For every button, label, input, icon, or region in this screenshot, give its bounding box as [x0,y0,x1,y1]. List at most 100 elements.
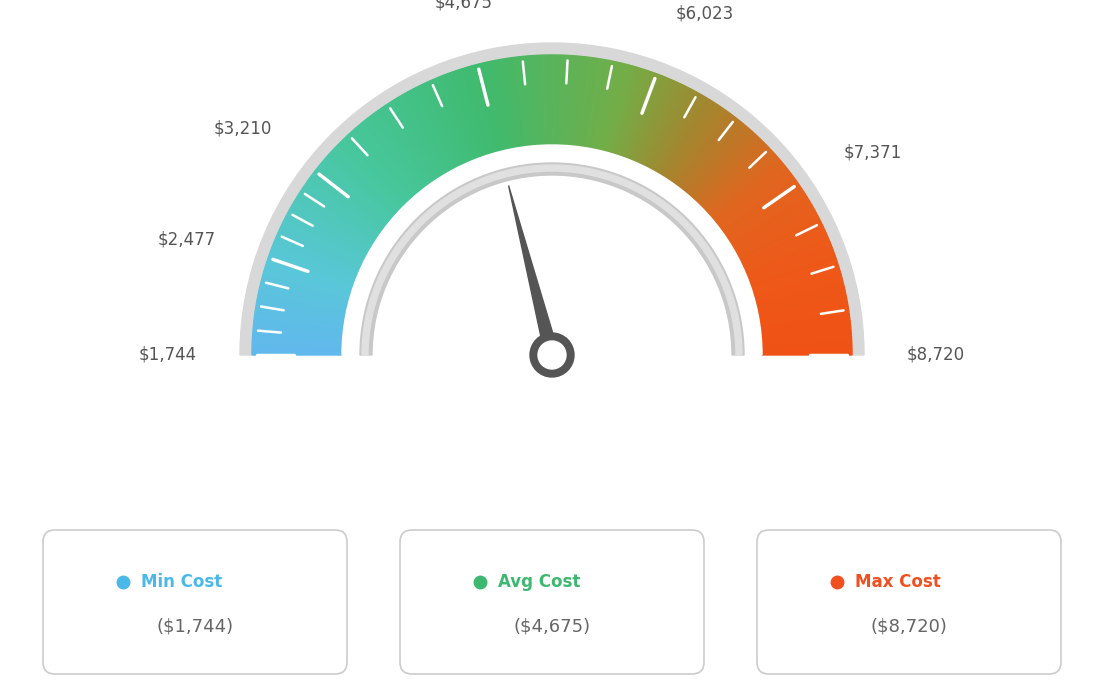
Wedge shape [266,262,352,292]
Wedge shape [381,107,434,183]
Wedge shape [353,128,415,197]
Wedge shape [679,116,736,189]
Wedge shape [275,236,359,274]
Text: Max Cost: Max Cost [854,573,941,591]
Wedge shape [459,69,489,155]
Wedge shape [311,174,384,230]
Wedge shape [480,63,505,151]
Wedge shape [267,259,353,290]
Wedge shape [676,112,731,186]
Wedge shape [583,58,599,148]
Wedge shape [745,236,829,274]
Wedge shape [349,132,412,200]
Wedge shape [253,330,342,339]
Wedge shape [299,192,375,242]
Wedge shape [253,333,342,342]
Wedge shape [743,230,826,270]
Wedge shape [758,302,848,320]
Wedge shape [487,61,508,150]
Wedge shape [651,90,697,171]
Wedge shape [611,67,639,154]
Wedge shape [342,145,762,355]
Wedge shape [508,58,523,147]
Wedge shape [340,141,405,206]
Wedge shape [263,275,350,301]
Wedge shape [627,75,662,160]
Text: ($1,744): ($1,744) [157,618,234,636]
Wedge shape [285,216,365,259]
Wedge shape [694,134,757,202]
Wedge shape [554,55,559,145]
Wedge shape [265,265,351,295]
Wedge shape [758,299,847,318]
Wedge shape [280,224,363,266]
Wedge shape [757,293,846,313]
Wedge shape [269,250,355,284]
Wedge shape [255,308,344,324]
Wedge shape [258,290,347,311]
Wedge shape [732,199,810,248]
Wedge shape [505,58,521,148]
FancyBboxPatch shape [400,530,704,674]
Wedge shape [726,189,804,241]
Wedge shape [294,199,372,248]
Wedge shape [755,280,843,305]
Wedge shape [696,137,760,204]
Wedge shape [622,72,654,157]
Polygon shape [509,186,559,370]
Wedge shape [257,296,347,315]
Wedge shape [549,55,552,145]
Wedge shape [636,79,675,163]
Wedge shape [762,336,851,344]
Wedge shape [692,132,755,200]
Wedge shape [592,60,612,149]
Wedge shape [304,184,380,237]
Wedge shape [655,94,702,173]
Wedge shape [659,97,708,175]
Wedge shape [379,108,432,184]
Wedge shape [711,159,782,219]
Wedge shape [502,59,519,148]
Wedge shape [668,105,721,181]
Wedge shape [272,244,357,279]
Wedge shape [368,116,425,189]
Wedge shape [647,88,691,169]
Wedge shape [253,324,343,335]
Wedge shape [691,130,753,199]
Wedge shape [383,105,436,181]
Wedge shape [307,179,382,233]
Wedge shape [279,227,362,268]
Wedge shape [724,184,800,237]
Wedge shape [762,333,851,342]
Wedge shape [576,57,590,147]
Wedge shape [761,327,851,337]
Wedge shape [552,55,555,145]
Wedge shape [359,124,418,195]
Wedge shape [604,64,629,152]
Wedge shape [490,61,510,150]
Wedge shape [450,72,482,157]
Wedge shape [644,85,686,167]
Wedge shape [756,286,845,309]
Wedge shape [707,152,775,215]
Wedge shape [661,99,710,177]
Wedge shape [731,197,808,246]
Wedge shape [670,107,723,183]
Wedge shape [567,56,577,146]
Wedge shape [438,76,475,161]
Wedge shape [746,241,831,277]
Wedge shape [327,155,396,216]
Wedge shape [257,299,346,318]
Wedge shape [594,61,614,150]
Wedge shape [629,76,666,161]
Wedge shape [737,213,818,257]
Wedge shape [677,114,733,188]
Wedge shape [319,164,390,223]
Wedge shape [288,210,368,256]
Wedge shape [761,317,850,331]
Wedge shape [282,221,364,264]
Wedge shape [649,89,693,170]
Wedge shape [654,92,699,172]
Wedge shape [463,68,491,155]
Wedge shape [597,62,620,150]
